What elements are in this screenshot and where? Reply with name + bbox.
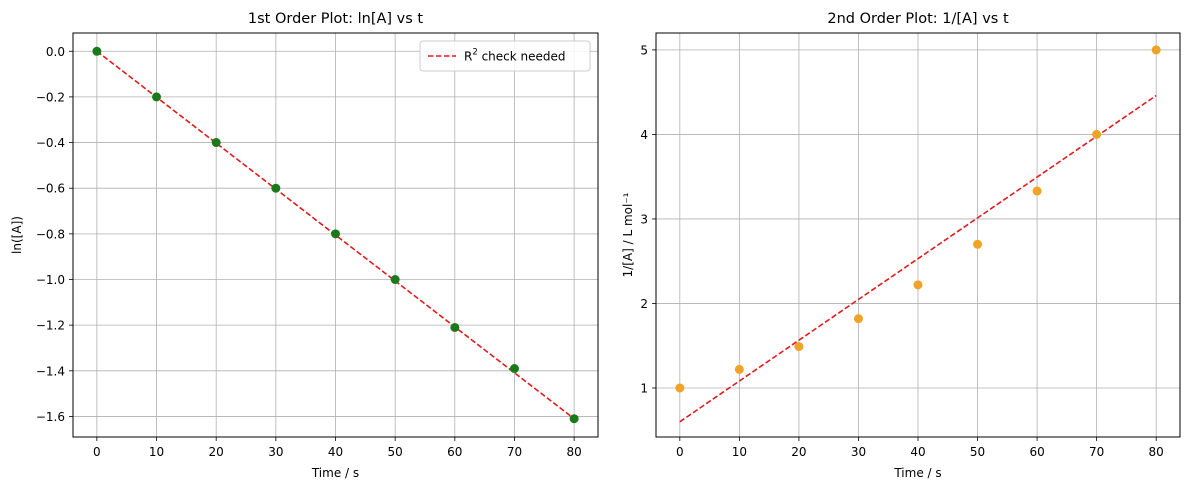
- y-tick-label: −1.4: [36, 364, 65, 378]
- x-tick-label: 80: [566, 445, 581, 459]
- y-tick-label: −0.4: [36, 136, 65, 150]
- x-tick-label: 40: [910, 445, 925, 459]
- legend-label-prefix: R: [464, 50, 472, 64]
- first-order-y-axis-label: ln([A]): [10, 216, 24, 254]
- second-order-x-axis-label: Time / s: [893, 466, 941, 480]
- data-point: [1092, 129, 1102, 139]
- x-tick-label: 20: [791, 445, 806, 459]
- data-point: [211, 138, 221, 148]
- x-tick-label: 40: [328, 445, 343, 459]
- x-tick-label: 30: [268, 445, 283, 459]
- data-point: [509, 364, 519, 374]
- first-order-y-ticks: 0.0 −0.2 −0.4 −0.6 −0.8 −1.0 −1.2 −1.4 −1.6: [36, 45, 73, 424]
- data-point: [794, 342, 804, 352]
- second-order-title: 2nd Order Plot: 1/[A] vs t: [827, 11, 1009, 27]
- first-order-title: 1st Order Plot: ln[A] vs t: [248, 11, 424, 27]
- legend-box: [419, 40, 591, 72]
- second-order-plot: 0 10 20 30 40 50 60 70 80 1 2 3 4 5 2nd Order Plot: …: [621, 11, 1181, 480]
- data-point: [734, 364, 744, 374]
- data-point: [1032, 186, 1042, 196]
- x-tick-label: 10: [732, 445, 747, 459]
- y-tick-label: 5: [640, 43, 648, 57]
- x-tick-label: 0: [93, 445, 101, 459]
- x-tick-label: 60: [447, 445, 462, 459]
- legend-label-suffix: check needed: [478, 50, 566, 64]
- first-order-x-axis-label: Time / s: [311, 466, 359, 480]
- legend-label: R2 check needed: [464, 48, 566, 64]
- second-order-y-axis-label: 1/[A] / L mol⁻¹: [621, 192, 635, 277]
- data-point: [331, 229, 340, 239]
- first-order-plot: 0 10 20 30 40 50 60 70 80 0.0 −0.2 −0.4 −0.6 −0.8 −1.…: [10, 11, 599, 480]
- x-tick-label: 70: [507, 445, 522, 459]
- x-tick-label: 60: [1029, 445, 1044, 459]
- y-tick-label: −0.8: [36, 227, 65, 241]
- data-point: [675, 383, 685, 393]
- first-order-points: [92, 46, 579, 424]
- second-order-x-ticks: 0 10 20 30 40 50 60 70 80: [676, 437, 1164, 459]
- y-tick-label: −1.6: [36, 410, 65, 424]
- y-tick-label: −1.2: [36, 319, 65, 333]
- data-point: [1151, 45, 1161, 55]
- x-tick-label: 80: [1149, 445, 1164, 459]
- second-order-points: [675, 45, 1161, 393]
- y-tick-label: 1: [640, 381, 648, 395]
- first-order-x-ticks: 0 10 20 30 40 50 60 70 80: [93, 437, 582, 459]
- x-tick-label: 0: [676, 445, 684, 459]
- x-tick-label: 50: [388, 445, 403, 459]
- second-order-y-ticks: 1 2 3 4 5: [640, 43, 656, 395]
- first-order-legend: R2 check needed: [419, 40, 591, 72]
- y-tick-label: −1.0: [36, 273, 65, 287]
- data-point: [390, 275, 400, 285]
- y-tick-label: 3: [640, 212, 648, 226]
- data-point: [569, 414, 579, 424]
- x-tick-label: 50: [970, 445, 985, 459]
- data-point: [853, 314, 863, 324]
- y-tick-label: −0.6: [36, 182, 65, 196]
- x-tick-label: 70: [1089, 445, 1104, 459]
- fit-line: [679, 94, 1157, 423]
- data-point: [973, 239, 983, 249]
- y-tick-label: 0.0: [46, 45, 65, 59]
- second-order-fit-lines: [679, 94, 1157, 423]
- data-point: [152, 92, 162, 102]
- y-tick-label: −0.2: [36, 90, 65, 104]
- legend-label-superscript: 2: [472, 48, 477, 58]
- data-point: [450, 322, 460, 332]
- data-point: [92, 46, 102, 56]
- x-tick-label: 10: [149, 445, 164, 459]
- y-tick-label: 2: [640, 297, 648, 311]
- data-point: [913, 280, 923, 290]
- x-tick-label: 30: [851, 445, 866, 459]
- y-tick-label: 4: [640, 128, 648, 142]
- second-order-grid: [656, 33, 1180, 437]
- x-tick-label: 20: [209, 445, 224, 459]
- data-point: [271, 183, 281, 193]
